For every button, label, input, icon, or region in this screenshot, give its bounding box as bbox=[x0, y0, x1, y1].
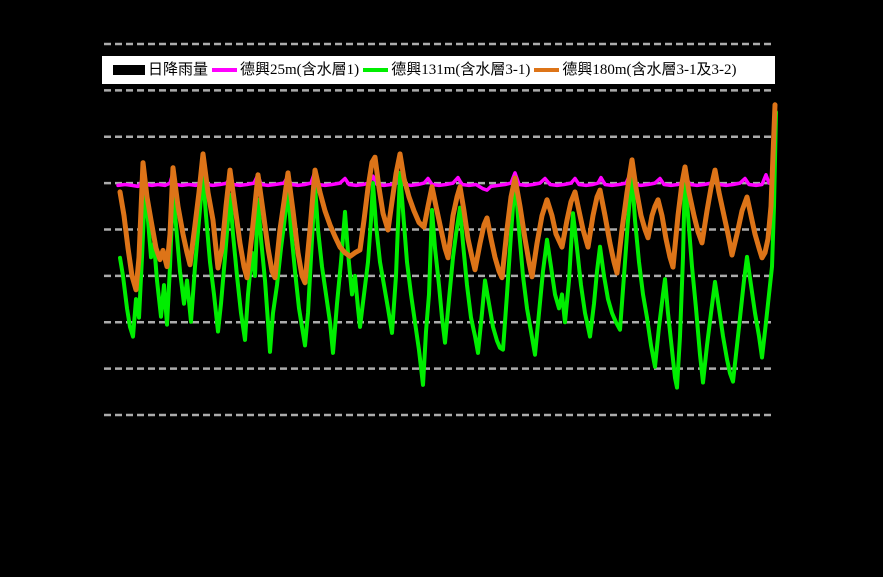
legend-label-dexing-25m: 德興25m(含水層1) bbox=[240, 61, 360, 78]
legend-item-dexing-180m: 德興180m(含水層3-1及3-2) bbox=[534, 61, 737, 78]
legend-label-dexing-131m: 德興131m(含水層3-1) bbox=[391, 61, 531, 78]
series-line-3 bbox=[117, 102, 778, 293]
legend-item-dexing-131m: 德興131m(含水層3-1) bbox=[363, 61, 531, 78]
legend-item-rainfall: 日降雨量 bbox=[113, 61, 209, 78]
legend-label-rainfall: 日降雨量 bbox=[148, 61, 209, 78]
series-line-2 bbox=[118, 110, 778, 390]
dexing-25m-line-icon bbox=[212, 68, 238, 72]
dexing-180m-line-icon bbox=[534, 68, 560, 72]
chart-legend: 日降雨量 德興25m(含水層1) 德興131m(含水層3-1) 德興180m(含… bbox=[100, 54, 777, 86]
legend-item-dexing-25m: 德興25m(含水層1) bbox=[212, 61, 360, 78]
rainfall-swatch-icon bbox=[113, 65, 145, 75]
series-line-1 bbox=[116, 169, 774, 192]
legend-label-dexing-180m: 德興180m(含水層3-1及3-2) bbox=[562, 61, 737, 78]
dexing-131m-line-icon bbox=[363, 68, 389, 72]
